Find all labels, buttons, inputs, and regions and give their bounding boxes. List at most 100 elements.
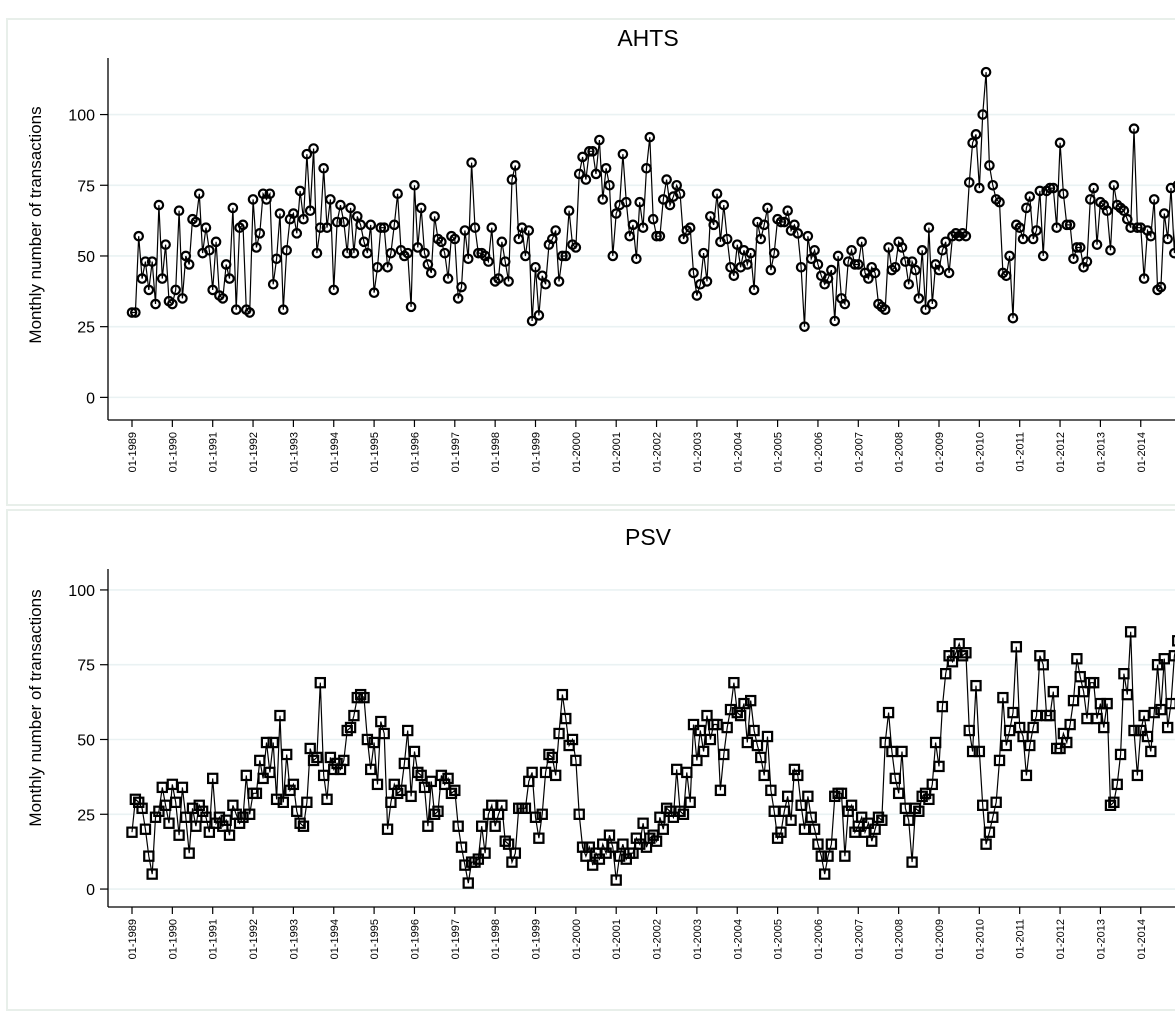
data-point [274, 709, 286, 722]
data-point [146, 868, 158, 880]
data-point [963, 177, 975, 188]
panel-ahts-background [6, 18, 1175, 506]
data-point [338, 216, 350, 228]
panel-psv-y-axis-label: Monthly number of transactions [26, 589, 45, 826]
data-point [237, 219, 249, 231]
x-tick-label-01-1999: 01-1999 [531, 432, 543, 472]
data-point [725, 261, 736, 273]
data-point [422, 820, 434, 832]
data-point [631, 253, 642, 265]
data-point [923, 222, 935, 233]
data-point [967, 137, 978, 149]
data-point [983, 826, 996, 838]
data-point [879, 304, 891, 316]
data-point [1118, 205, 1130, 217]
x-tick-label-01-1991: 01-1991 [208, 919, 220, 959]
data-point [684, 796, 696, 809]
data-point [681, 766, 693, 779]
data-point [133, 230, 145, 242]
data-point [987, 811, 999, 823]
data-point [291, 805, 303, 817]
data-point [771, 832, 784, 844]
data-point [1048, 182, 1059, 194]
data-point [570, 754, 582, 767]
data-point [207, 772, 219, 785]
data-point [1061, 219, 1073, 231]
x-tick-label-01-2006: 01-2006 [813, 432, 825, 472]
x-tick-label-01-1998: 01-1998 [490, 432, 502, 472]
x-tick-label-01-2002: 01-2002 [652, 919, 664, 959]
data-point [402, 247, 414, 259]
data-point [190, 216, 202, 228]
data-point [365, 219, 377, 231]
data-point [1124, 626, 1137, 638]
data-point [970, 679, 982, 692]
data-point [678, 233, 689, 245]
data-point [597, 194, 609, 205]
data-point [698, 247, 709, 259]
data-point [674, 188, 686, 200]
data-point [788, 763, 801, 776]
data-point [745, 247, 756, 259]
data-point [317, 769, 330, 782]
data-point [136, 802, 148, 814]
data-point [910, 264, 921, 276]
data-point [1058, 188, 1069, 200]
data-point [462, 253, 474, 265]
data-point [1104, 799, 1117, 812]
data-point [610, 208, 622, 219]
data-point [307, 754, 320, 767]
data-point [348, 247, 360, 259]
data-point [442, 273, 454, 284]
x-tick-label-01-2007: 01-2007 [853, 919, 865, 959]
data-point [869, 823, 881, 835]
x-tick-label-01-2006: 01-2006 [813, 919, 825, 959]
data-point [250, 787, 263, 800]
data-point [789, 219, 800, 231]
data-point [590, 168, 602, 180]
data-point [940, 667, 952, 680]
data-point [1165, 182, 1175, 194]
data-point [634, 196, 646, 208]
data-point [1155, 703, 1167, 716]
data-point [1074, 242, 1086, 253]
data-point [1010, 641, 1023, 653]
data-point [731, 239, 743, 250]
data-point [1044, 182, 1056, 194]
data-point [244, 307, 255, 318]
data-point [657, 823, 669, 835]
data-point [429, 211, 440, 222]
data-point [254, 228, 266, 239]
data-point [1007, 706, 1019, 719]
data-point [701, 276, 713, 287]
data-point [230, 304, 242, 316]
data-point [778, 805, 791, 817]
data-point [129, 793, 142, 806]
data-point [382, 261, 393, 273]
data-point [149, 811, 162, 823]
data-point [1132, 222, 1143, 233]
data-point [620, 853, 632, 865]
data-point [607, 250, 619, 262]
data-point [647, 829, 659, 841]
x-tick-label-01-1997: 01-1997 [450, 919, 462, 959]
data-point [143, 850, 155, 862]
data-point [920, 304, 931, 316]
panel-psv-title: PSV [625, 524, 672, 550]
data-point [449, 233, 461, 245]
data-point [331, 757, 343, 770]
panel-ahts-title: AHTS [617, 25, 678, 51]
data-point [408, 745, 421, 758]
data-point [338, 754, 350, 767]
data-point [627, 847, 639, 859]
data-point [903, 814, 915, 826]
data-point [913, 293, 925, 304]
x-tick-label-01-2008: 01-2008 [894, 919, 906, 959]
data-point [385, 796, 397, 809]
data-point [227, 202, 239, 214]
data-point [278, 304, 289, 316]
data-point [547, 233, 558, 245]
data-point [1037, 659, 1049, 671]
data-point [909, 802, 922, 814]
data-point [718, 748, 730, 761]
